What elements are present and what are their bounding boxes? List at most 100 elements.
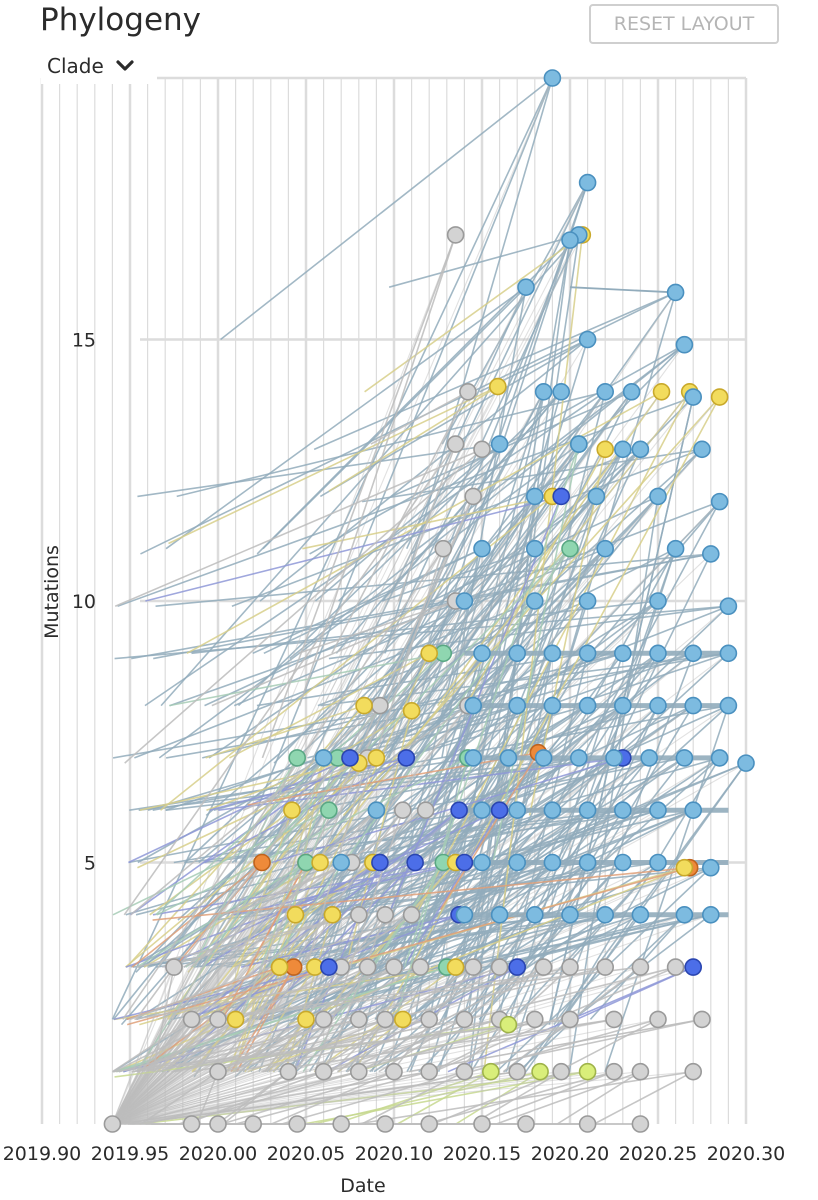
- tip-unassigned: [490, 958, 509, 976]
- branch: [364, 234, 583, 393]
- branch: [114, 448, 483, 607]
- branch: [402, 867, 712, 1026]
- branch: [209, 966, 641, 1021]
- tip-unassigned: [209, 1062, 227, 1081]
- branch: [547, 548, 677, 916]
- branch: [111, 77, 553, 1125]
- branch: [129, 757, 474, 811]
- tip-clade_a: [525, 487, 544, 506]
- tip-clade_a: [675, 749, 694, 767]
- branch: [471, 1071, 562, 1125]
- branch: [112, 966, 295, 1125]
- branch: [112, 862, 465, 1125]
- tip-clade_a: [508, 644, 527, 663]
- tip-clade_c: [490, 801, 509, 820]
- branch: [408, 1018, 703, 1073]
- branch: [137, 757, 324, 864]
- tip-unassigned: [446, 226, 465, 244]
- tip-clade_a: [693, 440, 711, 459]
- tip-clade_c: [455, 853, 474, 872]
- branch: [112, 705, 518, 1125]
- tip-clade_a: [543, 696, 562, 715]
- branch: [504, 704, 624, 759]
- branch: [298, 809, 553, 916]
- tip-unassigned: [552, 1062, 571, 1081]
- tip-unassigned: [182, 1115, 201, 1133]
- tip-clade_a: [675, 335, 694, 354]
- branch: [111, 1019, 193, 1125]
- y-tick-label: 10: [72, 591, 96, 613]
- tip-unassigned: [578, 1115, 597, 1133]
- branch: [130, 704, 381, 916]
- branch: [138, 966, 281, 1073]
- branch: [314, 443, 501, 602]
- branch: [112, 914, 571, 1125]
- tip-clade_c: [406, 853, 424, 872]
- tip-clade_a: [561, 231, 579, 249]
- branch: [123, 443, 457, 916]
- x-tick-label: 2019.90: [3, 1143, 82, 1165]
- branch: [296, 966, 342, 1020]
- tip-clade_a: [710, 492, 729, 511]
- branch: [153, 1018, 219, 1073]
- branch: [112, 1071, 395, 1125]
- branch: [381, 547, 536, 602]
- tip-clade_a: [569, 749, 588, 767]
- tip-unassigned: [376, 1115, 395, 1133]
- tip-clade_b: [710, 388, 729, 406]
- branch: [388, 234, 580, 288]
- tip-clade_b: [489, 377, 507, 396]
- branch: [145, 495, 562, 602]
- branch: [361, 448, 703, 503]
- branch: [234, 77, 554, 863]
- tip-clade_a: [675, 905, 694, 924]
- tip-unassigned: [464, 958, 483, 976]
- axes: 2019.90 2019.95 2020.00 2020.05 2020.10 2020.…: [3, 330, 786, 1166]
- branch: [160, 234, 580, 707]
- branch: [111, 862, 353, 1125]
- branch: [112, 966, 694, 1125]
- branch: [204, 495, 659, 707]
- branch: [214, 809, 404, 1073]
- tip-clade_b: [402, 702, 421, 720]
- tip-clade_a: [578, 644, 597, 663]
- tip-clade_a: [314, 749, 333, 767]
- branch: [328, 605, 729, 660]
- branch: [156, 757, 469, 916]
- tip-clade_a: [613, 696, 632, 715]
- branch: [234, 1018, 500, 1073]
- branch: [238, 966, 281, 1020]
- branch: [131, 861, 263, 968]
- tip-clade_a: [534, 749, 553, 767]
- branch: [403, 809, 501, 968]
- tip-unassigned: [349, 1062, 368, 1081]
- branch: [137, 443, 500, 498]
- branch: [391, 704, 469, 759]
- tip-clade_a: [517, 278, 535, 297]
- tip-unassigned: [684, 1062, 703, 1081]
- branch: [112, 757, 624, 1125]
- branch: [267, 548, 571, 968]
- branch: [248, 862, 307, 968]
- tip-clade_a: [578, 173, 597, 192]
- branch: [124, 448, 483, 764]
- tip-unassigned: [332, 1115, 351, 1133]
- branch: [139, 1070, 588, 1125]
- branch: [112, 966, 395, 1125]
- reset-layout-button[interactable]: RESET LAYOUT: [589, 4, 779, 44]
- tip-clade_d: [288, 749, 307, 767]
- tip-unassigned: [649, 1010, 667, 1029]
- branch: [112, 752, 539, 1125]
- branch: [112, 914, 412, 1125]
- branch: [218, 757, 623, 811]
- color-by-dropdown[interactable]: Clade: [41, 48, 157, 84]
- branch: [112, 966, 474, 1125]
- branch: [370, 391, 469, 445]
- branch: [112, 1071, 359, 1125]
- branch: [112, 862, 416, 1125]
- tip-clade_b: [283, 801, 301, 820]
- branch: [314, 809, 404, 1072]
- branch: [192, 757, 298, 968]
- tip-clade_a: [525, 539, 544, 558]
